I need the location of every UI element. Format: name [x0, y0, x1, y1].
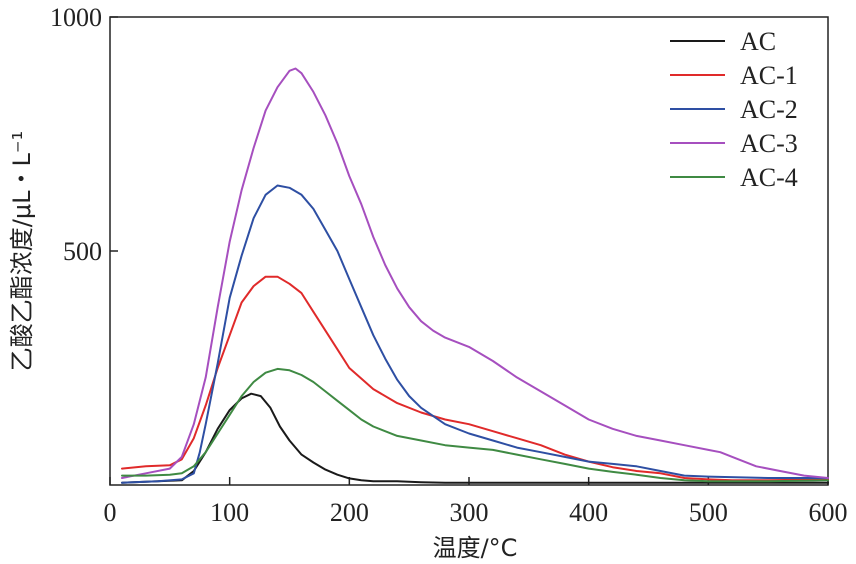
- series-line-ac-2: [121, 184, 829, 484]
- y-axis-ticks: 500 1000: [50, 3, 118, 266]
- series-lines: [121, 67, 829, 484]
- legend-label-ac-3: AC-3: [740, 129, 798, 158]
- series-line-ac: [121, 392, 829, 484]
- x-tick-label: 200: [330, 498, 369, 527]
- x-axis-ticks: 0 100 200 300 400 500 600: [104, 477, 848, 527]
- x-tick-label: 100: [210, 498, 249, 527]
- legend-label-ac: AC: [740, 27, 776, 56]
- y-tick-label: 500: [63, 237, 102, 266]
- x-tick-label: 0: [104, 498, 117, 527]
- x-tick-label: 600: [809, 498, 848, 527]
- legend: AC AC-1 AC-2 AC-3 AC-4: [670, 27, 798, 192]
- x-tick-label: 500: [689, 498, 728, 527]
- x-axis-title: 温度/°C: [433, 534, 518, 562]
- legend-label-ac-1: AC-1: [740, 61, 798, 90]
- x-tick-label: 300: [450, 498, 489, 527]
- plot-frame: [109, 16, 829, 486]
- series-line-ac-3: [121, 67, 829, 479]
- series-line-ac-4: [121, 367, 829, 483]
- x-tick-label: 400: [569, 498, 608, 527]
- legend-label-ac-4: AC-4: [740, 163, 798, 192]
- legend-label-ac-2: AC-2: [740, 95, 798, 124]
- y-tick-label: 1000: [50, 3, 102, 32]
- y-axis-title: 乙酸乙酯浓度/μL・L⁻¹: [8, 131, 36, 371]
